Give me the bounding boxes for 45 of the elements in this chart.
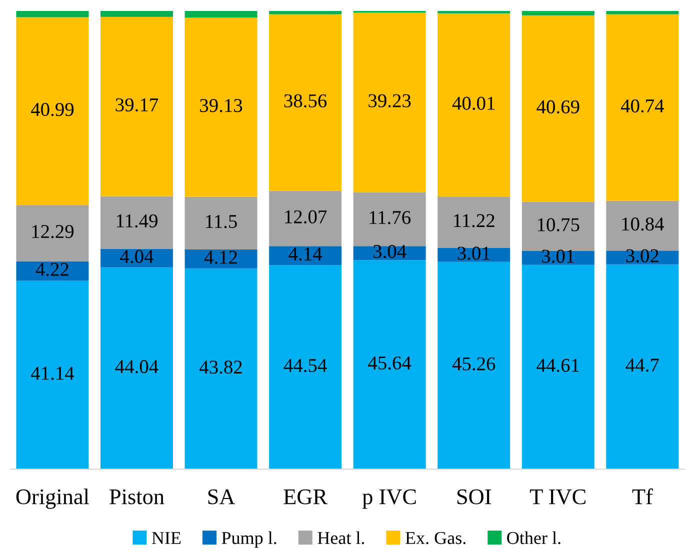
data-label: 39.17 <box>116 98 158 112</box>
data-label: 40.74 <box>620 99 664 113</box>
data-label: 38.56 <box>284 94 327 108</box>
data-label: 44.04 <box>115 360 158 374</box>
x-tick-label: SOI <box>457 489 491 504</box>
data-label: 11.22 <box>454 214 494 228</box>
data-label: 3.01 <box>542 250 574 263</box>
x-tick-label: EGR <box>284 489 328 504</box>
x-tick-label: Original <box>16 488 90 509</box>
data-label: 43.82 <box>200 360 242 374</box>
data-label: 39.23 <box>368 94 411 108</box>
data-label: 45.26 <box>452 357 496 370</box>
data-label: 10.75 <box>538 218 580 232</box>
data-label: 10.84 <box>622 217 664 231</box>
data-label: 11.5 <box>206 215 237 228</box>
data-label: 44.54 <box>284 359 327 372</box>
x-tick-label: T IVC <box>530 489 586 504</box>
data-label: 39.13 <box>200 99 242 112</box>
data-label: 3.01 <box>458 246 490 260</box>
data-label: 44.7 <box>626 358 659 372</box>
data-label: 3.02 <box>626 249 658 262</box>
x-tick-label: SA <box>208 489 236 504</box>
legend-label: Other l. <box>507 531 560 544</box>
data-label: 12.29 <box>32 225 74 238</box>
data-label: 41.14 <box>30 366 74 380</box>
x-tick-label: Tf <box>632 488 653 504</box>
data-label: 44.61 <box>536 358 579 372</box>
x-tick-label: Piston <box>110 489 164 504</box>
data-label: 4.12 <box>204 250 237 264</box>
data-label: 40.99 <box>30 102 74 116</box>
legend-label: Heat l. <box>318 531 364 544</box>
legend-label: NIE <box>152 532 181 544</box>
data-label: 11.49 <box>116 214 158 228</box>
data-label: 12.07 <box>285 210 327 224</box>
legend-label: Pump l. <box>222 531 276 548</box>
data-label: 40.01 <box>452 96 495 110</box>
data-label: 4.04 <box>120 250 154 264</box>
x-tick-label: p IVC <box>362 489 416 509</box>
data-label: 45.64 <box>368 356 412 370</box>
data-label: 4.14 <box>288 247 322 261</box>
data-label: 11.76 <box>370 211 411 224</box>
legend-label: Ex. Gas. <box>405 532 466 544</box>
data-label: 40.69 <box>536 100 580 114</box>
data-label: 4.22 <box>36 262 68 276</box>
data-label: 3.04 <box>373 244 406 258</box>
